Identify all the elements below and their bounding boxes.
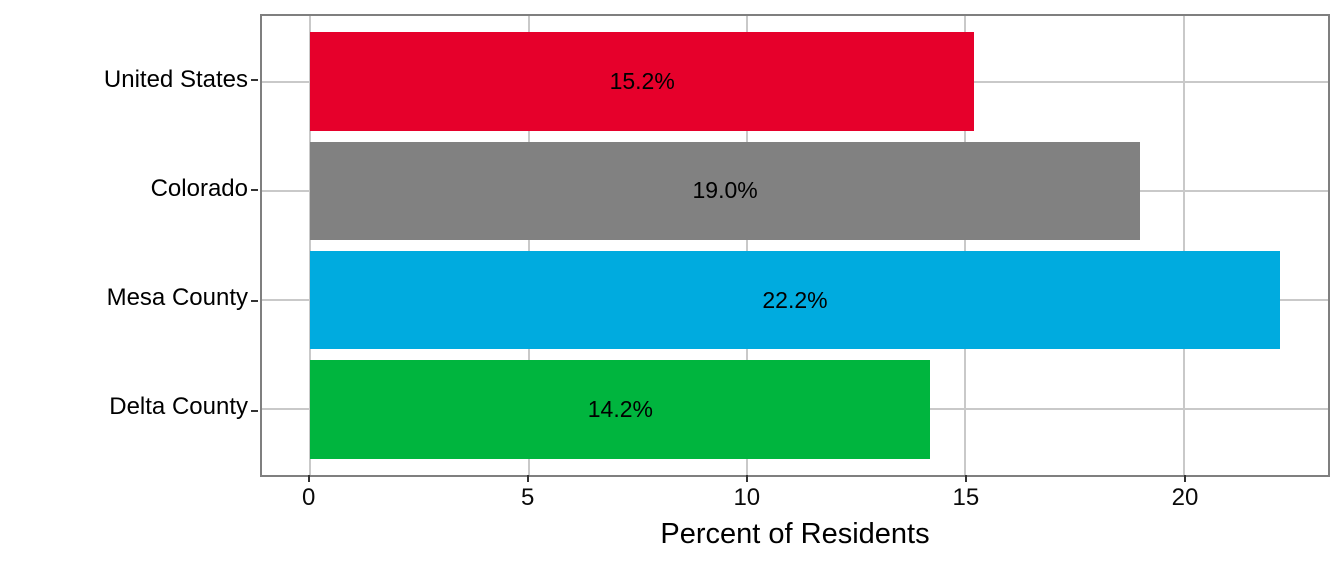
bar-mesa-county: 22.2% bbox=[310, 250, 1280, 350]
y-axis-label-mesa-county: Mesa County bbox=[106, 284, 248, 312]
x-tick-label: 5 bbox=[521, 484, 535, 511]
bar-value-label: 14.2% bbox=[587, 395, 653, 422]
y-axis-label-delta-county: Delta County bbox=[109, 393, 248, 421]
y-axis-category-labels: United States Colorado Mesa County Delta Co… bbox=[0, 14, 248, 473]
gridline-vertical bbox=[964, 16, 967, 475]
x-tick-mark bbox=[1183, 475, 1186, 482]
x-tick-label: 20 bbox=[1171, 484, 1199, 511]
gridline-vertical bbox=[1182, 16, 1185, 475]
y-tick-mark bbox=[251, 409, 258, 412]
gridline-vertical bbox=[309, 16, 312, 475]
bar-value-label: 19.0% bbox=[692, 177, 758, 204]
plot-panel: 15.2% 19.0% 22.2% 14.2% bbox=[260, 14, 1330, 477]
bar-value-label: 15.2% bbox=[609, 68, 675, 95]
x-tick-label: 10 bbox=[733, 484, 761, 511]
bar-value-label: 22.2% bbox=[762, 286, 828, 313]
x-tick-mark bbox=[526, 475, 529, 482]
x-tick-label: 0 bbox=[301, 484, 316, 511]
x-tick-mark bbox=[964, 475, 967, 482]
y-axis-label-united-states: United States bbox=[103, 65, 248, 93]
x-axis-title: Percent of Residents bbox=[660, 518, 930, 550]
y-tick-mark bbox=[251, 299, 258, 302]
bar-united-states: 15.2% bbox=[310, 32, 974, 131]
x-tick-mark bbox=[745, 475, 748, 482]
gridline-vertical bbox=[745, 16, 748, 475]
bar-colorado: 19.0% bbox=[310, 141, 1140, 241]
y-axis-label-colorado: Colorado bbox=[150, 174, 248, 202]
x-tick-mark bbox=[307, 475, 310, 482]
bar-delta-county: 14.2% bbox=[310, 360, 931, 459]
gridline-vertical bbox=[527, 16, 530, 475]
y-tick-mark bbox=[251, 189, 258, 192]
y-tick-mark bbox=[251, 79, 258, 82]
x-tick-label: 15 bbox=[952, 484, 980, 511]
